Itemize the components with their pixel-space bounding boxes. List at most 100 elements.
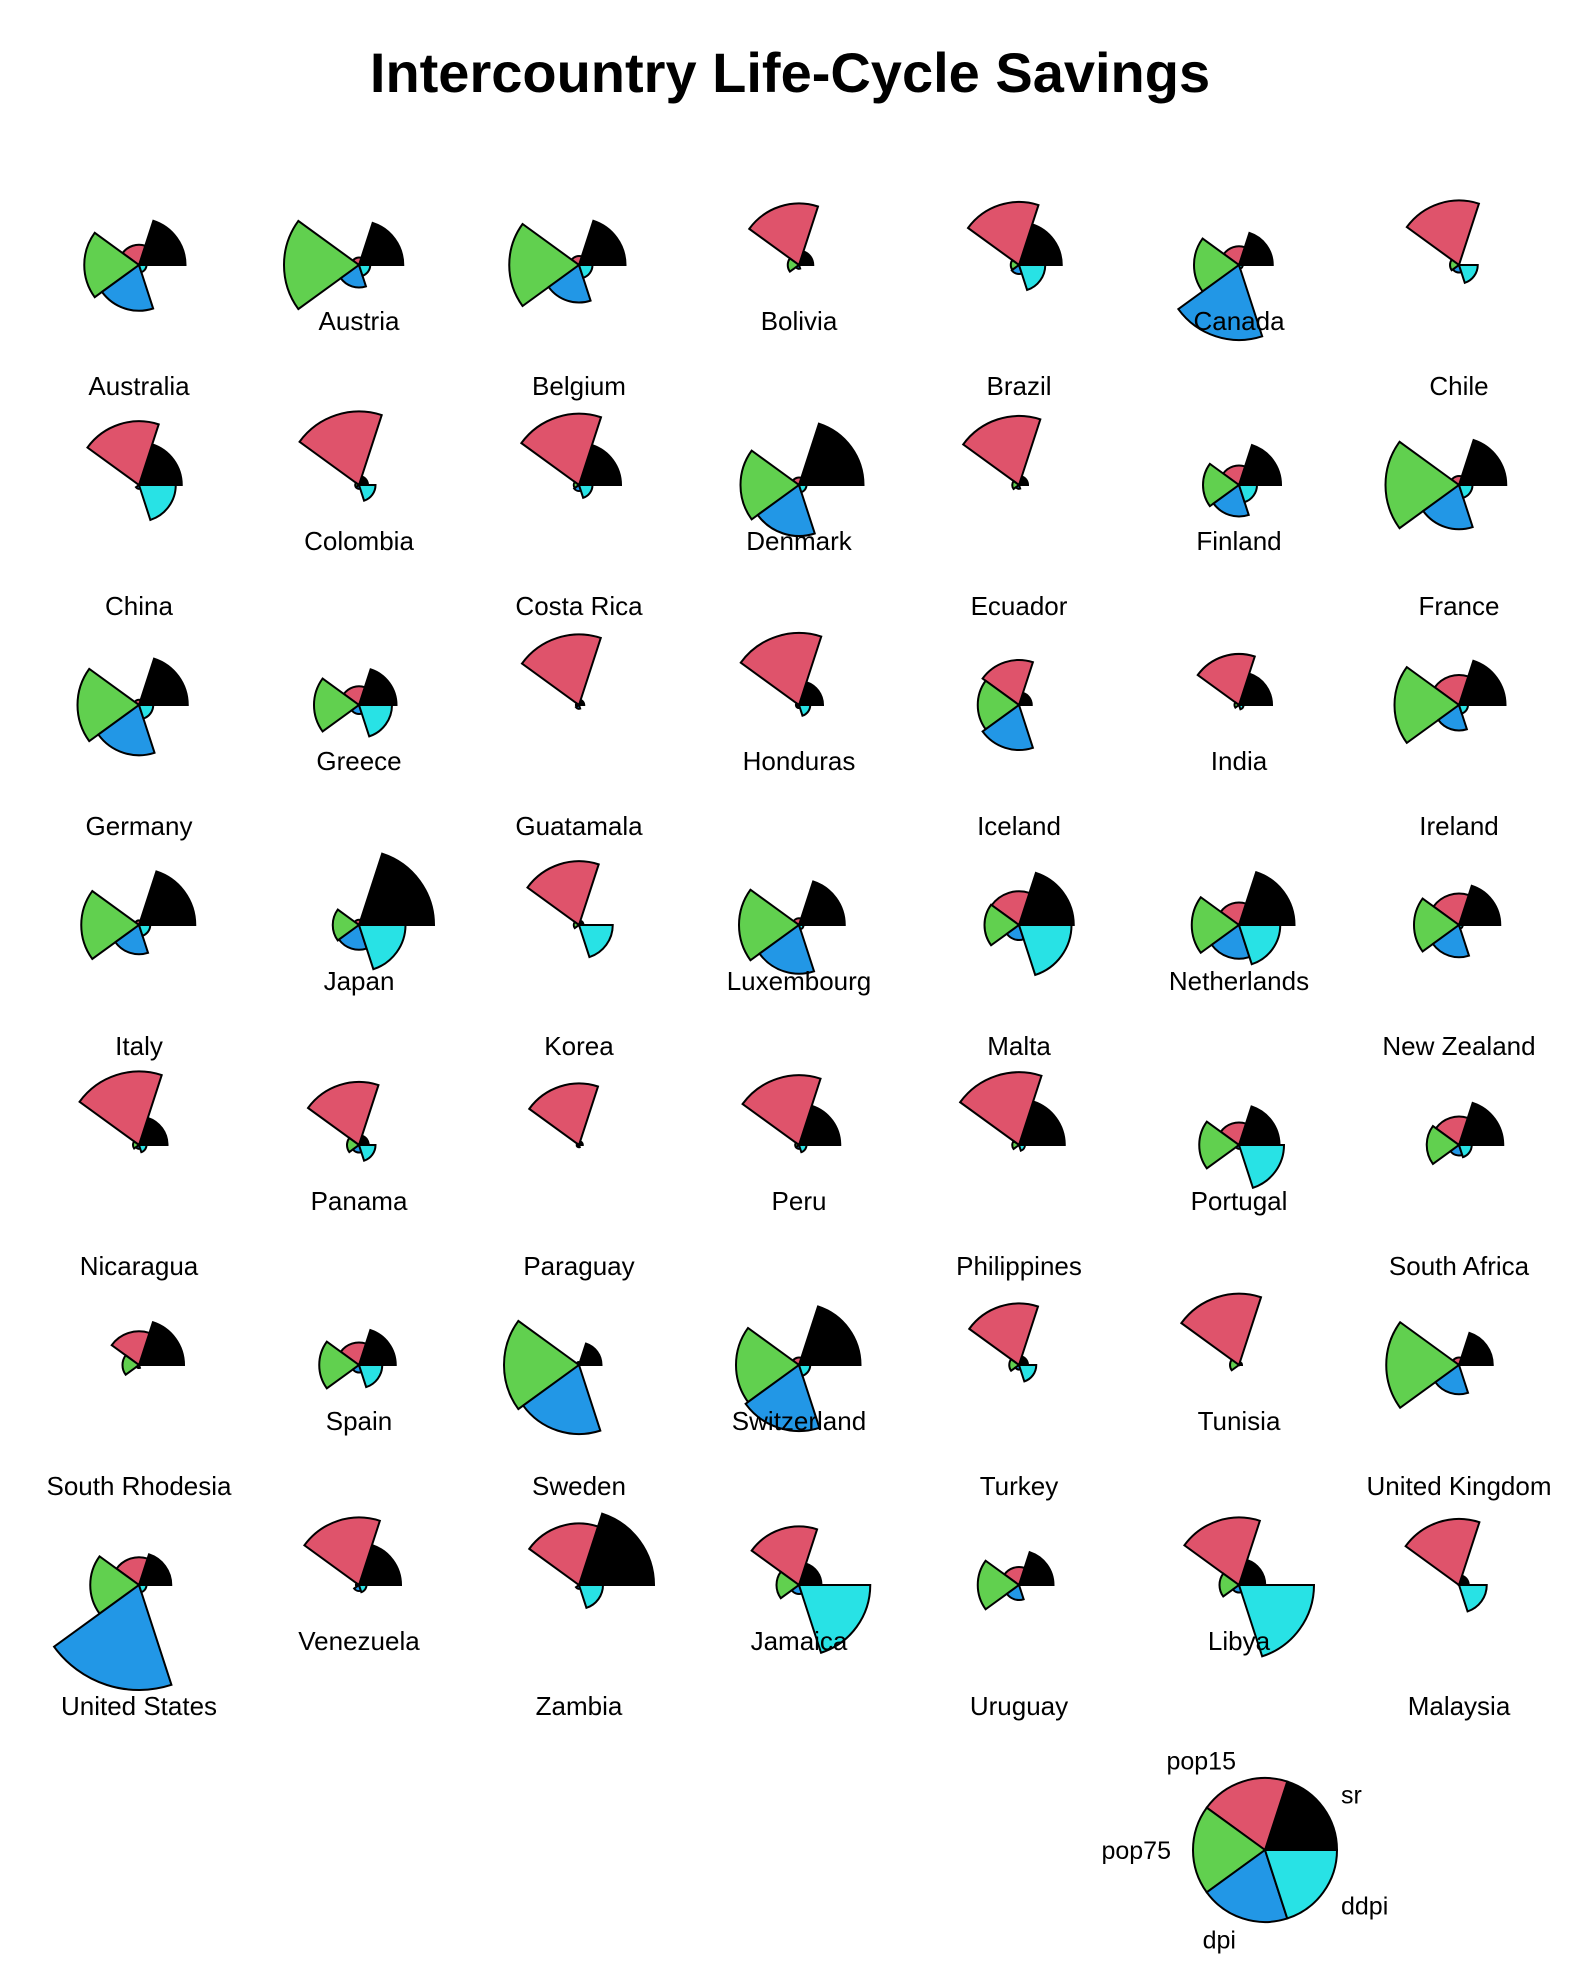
star-germany: Germany bbox=[76, 657, 192, 841]
country-label: Paraguay bbox=[523, 1251, 634, 1281]
country-label: Colombia bbox=[304, 526, 414, 556]
segment-dpi bbox=[575, 1143, 581, 1149]
segment-sr bbox=[1237, 1105, 1281, 1146]
star-paraguay: Paraguay bbox=[523, 1082, 635, 1281]
segment-ddpi bbox=[137, 484, 177, 522]
star-philippines: Philippines bbox=[956, 1071, 1082, 1281]
segment-ddpi bbox=[357, 704, 394, 738]
segment-pop75 bbox=[1384, 440, 1461, 530]
key-segment-ddpi bbox=[1263, 1849, 1339, 1920]
segment-pop15 bbox=[526, 860, 600, 927]
star-colombia: Colombia bbox=[298, 410, 414, 556]
segment-sr bbox=[137, 219, 187, 266]
segment-ddpi bbox=[577, 264, 594, 280]
country-label: Ecuador bbox=[971, 591, 1068, 621]
star-japan: Japan bbox=[324, 852, 436, 996]
segment-dpi bbox=[794, 263, 802, 270]
country-label: Ireland bbox=[1419, 811, 1499, 841]
segment-ddpi bbox=[357, 1584, 368, 1594]
star-netherlands: Netherlands bbox=[1169, 870, 1309, 996]
segment-dpi bbox=[96, 703, 156, 757]
country-label: Spain bbox=[326, 1406, 393, 1436]
key-segment-pop75 bbox=[1192, 1806, 1267, 1894]
segment-pop75 bbox=[83, 231, 141, 299]
segment-ddpi bbox=[1017, 1364, 1038, 1383]
star-nicaragua: Nicaragua bbox=[78, 1070, 199, 1281]
segment-ddpi bbox=[357, 1364, 384, 1389]
segment-sr bbox=[1237, 443, 1283, 486]
segment-dpi bbox=[756, 483, 817, 537]
segment-ddpi bbox=[1457, 484, 1474, 500]
segment-pop75 bbox=[1413, 897, 1461, 953]
star-spain: Spain bbox=[318, 1328, 397, 1436]
star-venezuela: Venezuela bbox=[298, 1516, 420, 1656]
segment-sr bbox=[137, 657, 189, 706]
segment-pop15 bbox=[747, 202, 820, 267]
segment-pop75 bbox=[1425, 1124, 1461, 1166]
segment-ddpi bbox=[357, 264, 372, 277]
segment-pop75 bbox=[1393, 665, 1461, 745]
country-label: Philippines bbox=[956, 1251, 1082, 1281]
segment-pop75 bbox=[983, 903, 1021, 947]
star-bolivia: Bolivia bbox=[747, 202, 838, 336]
star-finland: Finland bbox=[1196, 443, 1283, 556]
segment-sr bbox=[357, 221, 405, 266]
segment-pop75 bbox=[132, 1140, 141, 1150]
star-malaysia: Malaysia bbox=[1404, 1518, 1511, 1721]
key-segment-sr bbox=[1263, 1780, 1339, 1851]
country-label: Iceland bbox=[977, 811, 1061, 841]
segment-pop75 bbox=[346, 1136, 361, 1154]
segment-ddpi bbox=[1457, 704, 1470, 715]
segment-pop15 bbox=[1404, 1518, 1481, 1587]
country-label: Denmark bbox=[746, 526, 852, 556]
segment-ddpi bbox=[357, 484, 377, 502]
segment-ddpi bbox=[577, 924, 614, 959]
country-label: Tunisia bbox=[1198, 1406, 1281, 1436]
segment-dpi bbox=[574, 703, 582, 710]
segment-dpi bbox=[1176, 263, 1264, 341]
star-luxembourg: Luxembourg bbox=[727, 880, 871, 996]
star-korea: Korea bbox=[526, 860, 614, 1061]
star-belgium: Belgium bbox=[508, 219, 627, 401]
segment-pop15 bbox=[958, 1071, 1043, 1147]
segment-dpi bbox=[1436, 703, 1469, 732]
segment-ddpi bbox=[1017, 1144, 1027, 1152]
country-label: Chile bbox=[1429, 371, 1488, 401]
star-canada: Canada bbox=[1176, 231, 1285, 341]
segment-pop15 bbox=[1405, 199, 1481, 267]
segment-ddpi bbox=[1237, 1144, 1286, 1190]
segment-ddpi bbox=[357, 924, 407, 971]
segment-ddpi bbox=[1237, 1584, 1316, 1658]
star-denmark: Denmark bbox=[739, 422, 865, 556]
segment-pop75 bbox=[1190, 895, 1241, 955]
segment-pop75 bbox=[1218, 1572, 1241, 1598]
segment-pop15 bbox=[519, 412, 603, 487]
segment-pop75 bbox=[318, 1340, 361, 1390]
segment-pop75 bbox=[1011, 479, 1021, 491]
star-greece: Greece bbox=[313, 668, 402, 776]
star-south-africa: South Africa bbox=[1389, 1101, 1530, 1281]
segment-dpi bbox=[100, 263, 155, 312]
segment-pop15 bbox=[966, 200, 1040, 267]
segment-ddpi bbox=[797, 1364, 812, 1377]
segment-pop75 bbox=[1193, 237, 1241, 293]
country-label: Greece bbox=[316, 746, 401, 776]
segment-sr bbox=[357, 668, 398, 706]
country-label: South Rhodesia bbox=[46, 1471, 232, 1501]
star-costa-rica: Costa Rica bbox=[515, 412, 643, 621]
segment-dpi bbox=[758, 923, 816, 975]
star-chile: Chile bbox=[1405, 199, 1489, 401]
segment-ddpi bbox=[1017, 264, 1047, 292]
country-label: Malaysia bbox=[1408, 1691, 1511, 1721]
star-turkey: Turkey bbox=[967, 1302, 1059, 1501]
segment-sr bbox=[577, 1342, 603, 1366]
star-portugal: Portugal bbox=[1191, 1105, 1287, 1216]
country-label: Turkey bbox=[980, 1471, 1059, 1501]
segment-ddpi bbox=[137, 1144, 148, 1154]
country-label: Brazil bbox=[986, 371, 1051, 401]
key-segment-pop15 bbox=[1205, 1777, 1289, 1852]
segment-ddpi bbox=[1237, 484, 1259, 504]
country-label: Venezuela bbox=[298, 1626, 420, 1656]
star-libya: Libya bbox=[1182, 1516, 1316, 1658]
